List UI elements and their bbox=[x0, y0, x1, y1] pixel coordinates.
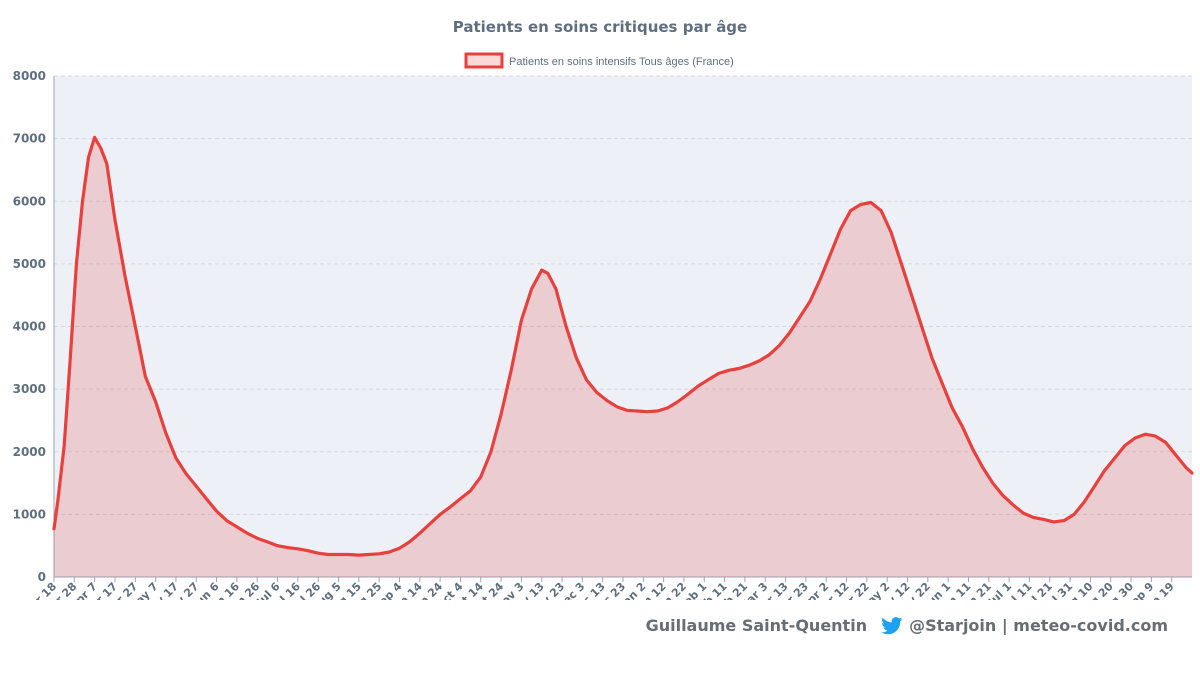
y-tick-label: 4000 bbox=[13, 320, 46, 334]
y-tick-label: 2000 bbox=[13, 445, 46, 459]
y-tick-label: 3000 bbox=[13, 382, 46, 396]
series-line bbox=[52, 135, 1194, 557]
y-tick-label: 1000 bbox=[13, 507, 46, 521]
author-name: Guillaume Saint-Quentin bbox=[645, 616, 868, 635]
series-layer bbox=[52, 135, 1194, 577]
y-tick-label: 8000 bbox=[13, 69, 46, 83]
footer-handle: @Starjoin | meteo-covid.com bbox=[909, 616, 1168, 635]
chart-title: Patients en soins critiques par âge bbox=[453, 18, 747, 36]
twitter-bird-icon bbox=[881, 616, 903, 634]
legend-label: Patients en soins intensifs Tous âges (F… bbox=[509, 56, 734, 68]
y-tick-label: 5000 bbox=[13, 257, 46, 271]
footer: Guillaume Saint-Quentin @Starjoin | mete… bbox=[646, 616, 1168, 635]
y-tick-label: 7000 bbox=[13, 132, 46, 146]
y-tick-label: 6000 bbox=[13, 194, 46, 208]
legend[interactable]: Patients en soins intensifs Tous âges (F… bbox=[464, 52, 734, 69]
gridlines bbox=[54, 75, 1192, 515]
series-area bbox=[54, 137, 1192, 577]
legend-swatch bbox=[464, 52, 504, 69]
y-tick-label: 0 bbox=[38, 570, 46, 584]
chart: Patients en soins critiques par âge Pati… bbox=[13, 18, 1194, 600]
